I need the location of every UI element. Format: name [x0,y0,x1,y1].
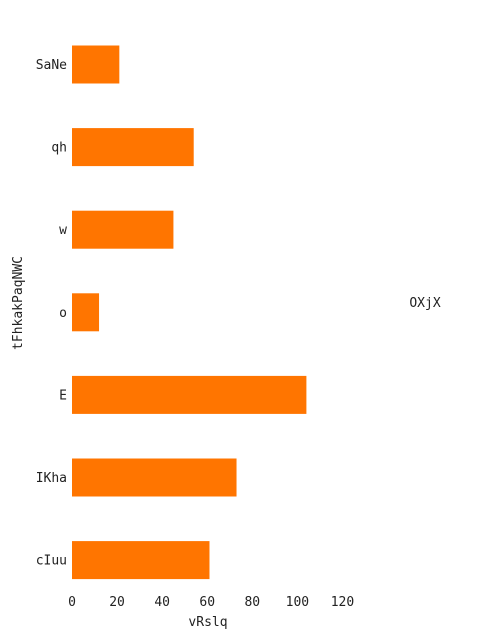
bar-qh [72,128,194,167]
bar-E [72,375,307,414]
bars-group [72,45,307,580]
x-tick-100: 100 [286,595,309,610]
bar-SaNe [72,45,120,84]
x-tick-0: 0 [68,595,76,610]
x-axis-label: vRslq [188,615,227,630]
category-label-w: w [59,223,67,238]
category-label-o: o [59,306,67,321]
bar-o [72,293,100,332]
category-label-E: E [59,388,67,403]
x-tick-80: 80 [244,595,260,610]
x-tick-60: 60 [199,595,215,610]
y-axis-label: tFhkakPaqNWC [11,256,26,350]
bar-cIuu [72,541,210,580]
x-tick-labels: 0 20 40 60 80 100 120 [68,595,354,610]
category-label-SaNe: SaNe [36,58,67,73]
category-label-IKha: IKha [36,471,67,486]
bar-w [72,210,174,249]
x-tick-40: 40 [154,595,170,610]
category-label-qh: qh [51,141,67,156]
bar-IKha [72,458,237,497]
x-tick-20: 20 [109,595,125,610]
category-label-cIuu: cIuu [36,554,67,569]
category-labels: SaNe qh w o E IKha cIuu [36,58,67,569]
legend-series-label: OXjX [409,296,440,311]
x-tick-120: 120 [331,595,354,610]
